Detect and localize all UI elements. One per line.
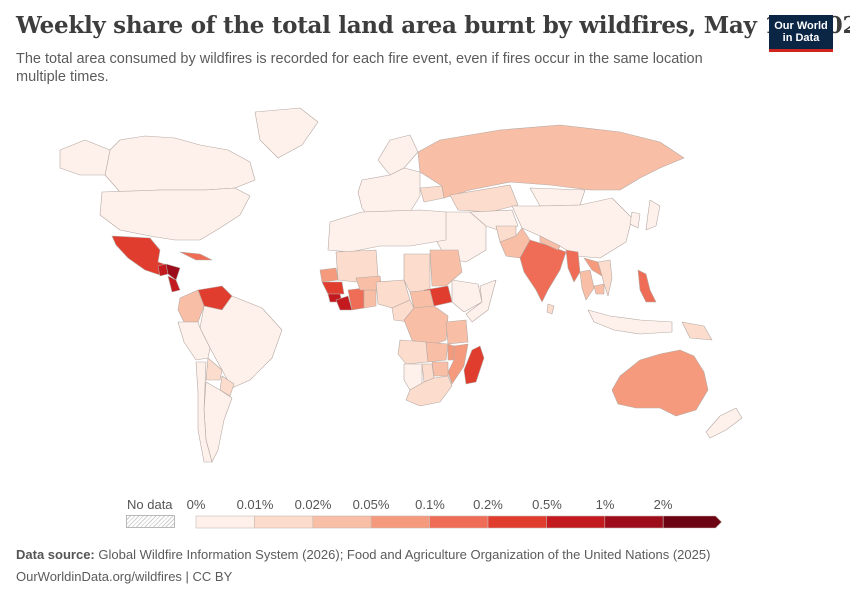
region-nicaragua[interactable] (167, 275, 181, 293)
region-china[interactable] (511, 197, 633, 259)
page-title: Weekly share of the total land area burn… (16, 12, 850, 39)
legend-tick-6: 0.5% (532, 497, 562, 512)
page-subtitle: The total area consumed by wildfires is … (16, 51, 703, 85)
legend-tick-3: 0.05% (352, 497, 390, 512)
region-guinea[interactable] (321, 281, 345, 295)
region-zimbabwe[interactable] (431, 361, 449, 377)
legend-tick-2: 0.02% (294, 497, 332, 512)
footer-link[interactable]: OurWorldinData.org/wildfires | CC BY (16, 569, 233, 584)
region-russia[interactable] (417, 124, 685, 199)
legend-bin-5 (487, 515, 547, 529)
legend-no-data-label: No data (127, 497, 173, 512)
footer-source-text: Global Wildfire Information System (2026… (98, 547, 711, 562)
region-south-africa[interactable] (405, 375, 453, 407)
region-thailand[interactable] (579, 269, 595, 301)
region-new-zealand[interactable] (705, 407, 743, 439)
region-central-african-republic[interactable] (409, 289, 435, 309)
legend-bin-4 (429, 515, 489, 529)
region-alaska[interactable] (59, 139, 111, 176)
legend-bin-6 (546, 515, 606, 529)
legend-bin-3 (370, 515, 430, 529)
region-canada[interactable] (104, 135, 256, 193)
region-sri-lanka[interactable] (546, 303, 555, 315)
legend-bin-1 (254, 515, 314, 529)
region-mongolia[interactable] (529, 187, 586, 207)
legend-tick-5: 0.2% (473, 497, 503, 512)
region-sudan[interactable] (429, 249, 463, 287)
footer-source-label: Data source: (16, 547, 95, 562)
region-cuba[interactable] (179, 251, 213, 261)
legend-tick-8: 2% (653, 497, 673, 512)
legend-tick-0: 0% (186, 497, 206, 512)
region-united-states[interactable] (99, 187, 251, 241)
region-nepal[interactable] (539, 235, 561, 251)
region-angola[interactable] (397, 339, 429, 365)
region-papua-new-guinea[interactable] (681, 321, 713, 341)
footer-source: Data source: Global Wildfire Information… (16, 547, 710, 562)
region-india[interactable] (519, 239, 567, 303)
legend-bin-7 (604, 515, 664, 529)
legend-bin-8 (662, 515, 723, 529)
region-kazakhstan[interactable] (449, 184, 519, 213)
legend-bin-2 (312, 515, 372, 529)
owid-logo[interactable]: Our World in Data (769, 15, 833, 52)
region-zambia[interactable] (425, 341, 449, 363)
legend-bin-0 (195, 515, 255, 529)
legend-no-data-swatch (126, 515, 175, 528)
region-senegal[interactable] (319, 267, 339, 283)
region-mozambique[interactable] (447, 343, 469, 385)
region-tanzania[interactable] (445, 319, 469, 345)
legend-tick-1: 0.01% (236, 497, 274, 512)
region-colombia[interactable] (177, 289, 205, 323)
region-korea[interactable] (629, 211, 641, 229)
logo-line-2: in Data (782, 32, 820, 44)
legend-tick-4: 0.1% (415, 497, 445, 512)
region-vietnam[interactable] (597, 259, 613, 297)
legend-tick-7: 1% (595, 497, 615, 512)
region-paraguay[interactable] (219, 375, 235, 397)
region-north-africa[interactable] (327, 209, 447, 253)
region-malawi[interactable] (447, 343, 455, 361)
region-japan[interactable] (645, 199, 661, 231)
region-ethiopia[interactable] (451, 279, 483, 313)
region-south-america-other[interactable] (177, 321, 211, 361)
logo-line-1: Our World (774, 20, 828, 32)
region-chile[interactable] (195, 361, 213, 463)
region-dr-congo[interactable] (403, 305, 449, 347)
region-scandinavia[interactable] (377, 134, 419, 176)
region-philippines[interactable] (637, 269, 657, 303)
region-cambodia[interactable] (593, 283, 605, 295)
region-australia[interactable] (611, 349, 709, 417)
region-greenland[interactable] (254, 107, 319, 159)
region-somalia[interactable] (465, 279, 497, 323)
world-map[interactable] (0, 100, 850, 480)
region-indonesia[interactable] (587, 309, 673, 335)
region-chad[interactable] (403, 253, 431, 293)
region-bolivia[interactable] (205, 357, 223, 381)
region-ghana[interactable] (363, 289, 377, 309)
region-ukraine[interactable] (419, 185, 445, 203)
region-myanmar[interactable] (565, 249, 581, 283)
region-madagascar[interactable] (463, 345, 485, 385)
